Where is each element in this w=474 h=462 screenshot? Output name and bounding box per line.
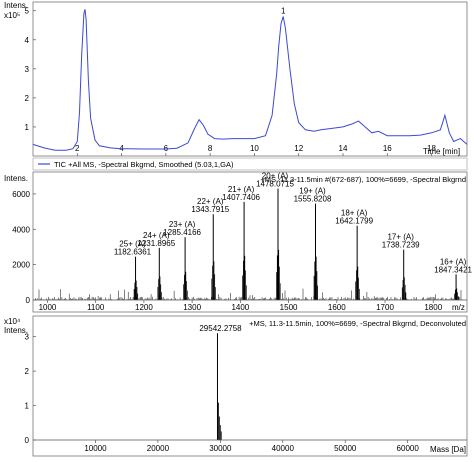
ms-header: +MS, 11.3-11.5min #(672-687), 100%=6699,…	[260, 175, 466, 184]
deconv-x-tick-label: 30000	[209, 444, 232, 453]
chromatogram-peak-label: 1	[281, 7, 286, 16]
chromatogram-x-label: Time [min]	[423, 147, 460, 156]
ms-x-tick-label: 1500	[280, 303, 298, 312]
ms-noise	[35, 288, 463, 300]
ms-peak-charge: 18+ (A)	[341, 209, 368, 218]
deconv-x-tick-label: 20000	[147, 444, 170, 453]
chromatogram-y-label: Intens.	[4, 1, 28, 10]
ms-x-label: m/z	[452, 303, 465, 312]
ms-peak-label: 1231.8965	[137, 239, 175, 248]
chromatogram-y-tick-label: 4	[25, 36, 30, 45]
ms-peak-charge: 25+ (A)	[119, 240, 146, 249]
chromatogram-legend: TIC +All MS, -Spectral Bkgrnd, Smoothed …	[32, 157, 468, 171]
chromatogram-x-tick-label: 14	[339, 144, 348, 153]
ms-peak-charge: 24+ (A)	[143, 231, 170, 240]
ms-peak-label: 1343.7915	[191, 205, 229, 214]
ms-peak-label: 1478.0715	[256, 180, 294, 189]
ms-peak-charge: 23+ (A)	[169, 220, 196, 229]
ms-peak-charge: 20+ (A)	[262, 172, 289, 181]
deconv-y-tick-label: 2	[25, 367, 30, 376]
chromatogram-panel: Intens. x10⁵ Time [min] 2 4 6 8 10 12 14 16 18 1…	[4, 1, 468, 157]
ms-x-tick-label: 1800	[424, 303, 442, 312]
ms-peak-charge: 16+ (A)	[440, 257, 467, 266]
ms-peak-charge: 19+ (A)	[299, 187, 326, 196]
deconv-y-label: Intens.	[4, 326, 28, 335]
ms-peak-charge: 17+ (A)	[387, 233, 414, 242]
deconv-y-scale: x10⁴	[4, 317, 21, 326]
chromatogram-plot-frame	[32, 1, 468, 157]
deconv-y-tick-label: 1	[25, 402, 30, 411]
deconv-header: +MS, 11.3-11.5min, 100%=6699, -Spectral …	[249, 319, 466, 328]
ms-x-ticks: 1000 1100 1200 1300 1400 1500 1600 1700 1800	[39, 300, 443, 312]
ms-y-ticks: 0 2000 4000 6000	[12, 190, 36, 305]
ms-peak-label: 1407.7406	[222, 193, 260, 202]
ms-peak-label: 1555.8208	[294, 195, 332, 204]
deconv-peaks: 29542.2758	[199, 324, 242, 440]
deconv-x-tick-label: 40000	[272, 444, 295, 453]
ms-x-tick-label: 1300	[183, 303, 201, 312]
chromatogram-x-ticks: 2 4 6 8 10 12 14 16 18	[75, 144, 437, 156]
ms-x-tick-label: 1000	[39, 303, 57, 312]
ms-y-tick-label: 6000	[12, 190, 30, 199]
ms-spectrum-panel: Intens. +MS, 11.3-11.5min #(672-687), 10…	[4, 171, 473, 313]
chromatogram-y-scale: x10⁵	[4, 11, 20, 20]
chromatogram-x-tick-label: 2	[75, 144, 80, 153]
chromatogram-x-tick-label: 10	[250, 144, 259, 153]
chromatogram-x-tick-label: 16	[383, 144, 392, 153]
ms-peak-label: 1642.1799	[335, 217, 373, 226]
chromatogram-trace	[32, 9, 468, 151]
chromatogram-y-tick-label: 3	[25, 65, 30, 74]
ms-y-tick-label: 0	[26, 296, 31, 305]
ms-y-label: Intens.	[4, 174, 28, 183]
ms-x-tick-label: 1600	[328, 303, 346, 312]
deconv-x-tick-label: 50000	[334, 444, 357, 453]
ms-x-tick-label: 1200	[135, 303, 153, 312]
ms-peak-charge: 22+ (A)	[197, 197, 224, 206]
chromatogram-y-tick-label: 5	[25, 7, 30, 16]
ms-x-tick-label: 1100	[87, 303, 105, 312]
deconv-y-tick-label: 3	[25, 333, 30, 342]
deconv-x-label: Mass [Da]	[430, 445, 466, 454]
ms-peak-label: 1285.4166	[163, 228, 201, 237]
ms-noise-trace	[35, 288, 463, 300]
chromatogram-y-ticks: 1 2 3 4 5	[25, 7, 36, 132]
ms-y-tick-label: 2000	[12, 261, 30, 270]
chromatogram-y-tick-label: 2	[25, 94, 30, 103]
chromatogram-x-tick-label: 12	[294, 144, 303, 153]
ms-peak-label: 1182.6361	[114, 248, 152, 257]
deconv-y-tick-label: 0	[25, 436, 30, 445]
ms-plot-frame	[32, 171, 468, 313]
chromatogram-y-tick-label: 1	[25, 123, 30, 132]
deconv-x-ticks: 10000 20000 30000 40000 50000 60000	[84, 440, 419, 453]
chromatogram-x-tick-label: 18	[427, 144, 436, 153]
ms-peak-charge: 21+ (A)	[228, 185, 255, 194]
deconv-x-tick-label: 10000	[84, 444, 107, 453]
legend-frame	[32, 157, 468, 171]
ms-peak-label: 1847.3421	[434, 265, 472, 274]
ms-y-tick-label: 4000	[12, 225, 30, 234]
deconv-x-tick-label: 60000	[397, 444, 420, 453]
deconv-y-ticks: 0 1 2 3	[25, 333, 36, 445]
ms-x-tick-label: 1400	[231, 303, 249, 312]
ms-x-tick-label: 1700	[376, 303, 394, 312]
chromatogram-x-tick-label: 8	[208, 144, 213, 153]
deconvoluted-panel: x10⁴ Intens. +MS, 11.3-11.5min, 100%=669…	[4, 315, 468, 457]
legend-text: TIC +All MS, -Spectral Bkgrnd, Smoothed …	[54, 160, 234, 169]
deconv-plot-frame	[32, 315, 468, 457]
ms-peak-label: 1738.7239	[382, 241, 420, 250]
deconv-peak-label: 29542.2758	[199, 324, 242, 333]
